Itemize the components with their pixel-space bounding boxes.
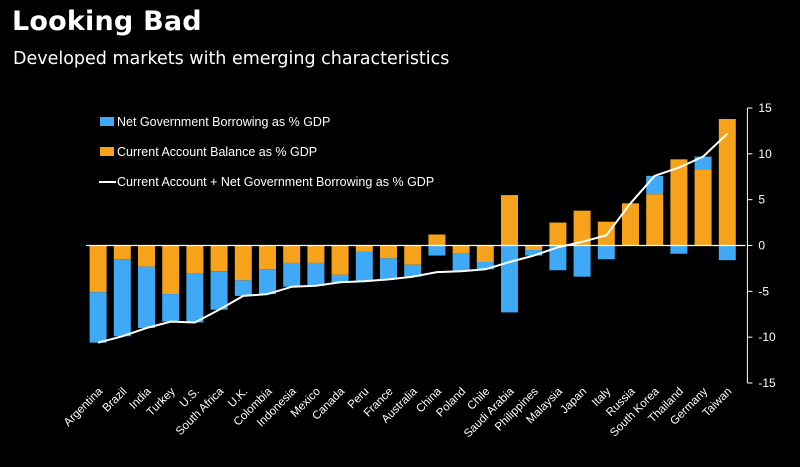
- legend-label: Current Account Balance as % GDP: [117, 145, 317, 159]
- bar-current-account: [549, 222, 567, 246]
- bar-current-account: [162, 245, 180, 295]
- y-tick-label: -5: [758, 284, 769, 298]
- y-tick-label: -15: [758, 376, 776, 390]
- bar-current-account: [283, 245, 301, 263]
- bar-current-account: [259, 245, 276, 270]
- bar-govt-borrowing: [162, 294, 180, 322]
- bar-govt-borrowing: [404, 264, 422, 277]
- legend: Net Government Borrowing as % GDP Current…: [99, 115, 434, 189]
- bar-govt-borrowing: [718, 245, 736, 261]
- total-series-line: [97, 132, 728, 344]
- bar-govt-borrowing: [573, 245, 591, 277]
- bar-govt-borrowing: [646, 175, 664, 195]
- bar-current-account: [186, 245, 204, 273]
- bar-current-account: [452, 245, 470, 254]
- bar-current-account: [646, 194, 664, 246]
- legend-label: Current Account + Net Government Borrowi…: [117, 175, 434, 189]
- bar-current-account: [428, 234, 446, 246]
- bar-current-account: [210, 245, 228, 272]
- bar-govt-borrowing: [694, 156, 712, 170]
- bar-govt-borrowing: [525, 250, 543, 256]
- bar-govt-borrowing: [355, 251, 373, 282]
- x-tick-label: Brazil: [101, 386, 130, 415]
- legend-label: Net Government Borrowing as % GDP: [117, 115, 330, 129]
- bar-current-account: [307, 245, 325, 263]
- bar-govt-borrowing: [452, 253, 470, 272]
- y-tick-label: 10: [758, 147, 772, 161]
- bar-current-account: [597, 221, 615, 246]
- bar-current-account: [138, 245, 155, 267]
- bar-govt-borrowing: [259, 269, 276, 295]
- bar-current-account: [501, 195, 518, 246]
- bar-current-account: [573, 210, 591, 246]
- bar-current-account: [622, 203, 639, 246]
- bar-govt-borrowing: [234, 280, 252, 296]
- chart-subtitle: Developed markets with emerging characte…: [13, 49, 450, 69]
- bar-govt-borrowing: [501, 245, 518, 313]
- bar-govt-borrowing: [186, 273, 204, 323]
- bar-current-account: [380, 245, 397, 259]
- bar-current-account: [476, 245, 494, 262]
- bar-govt-borrowing: [138, 266, 155, 328]
- bar-govt-borrowing: [331, 274, 349, 283]
- y-tick-label: 15: [758, 101, 772, 115]
- chart-title: Looking Bad: [12, 6, 202, 37]
- bar-govt-borrowing: [597, 245, 615, 260]
- bar-govt-borrowing: [89, 292, 107, 343]
- bar-govt-borrowing: [113, 259, 131, 337]
- legend-swatch: [100, 147, 114, 156]
- bar-current-account: [355, 245, 373, 252]
- bars-layer: [89, 119, 736, 343]
- bar-current-account: [234, 245, 252, 281]
- bar-current-account: [525, 245, 543, 251]
- bar-govt-borrowing: [380, 258, 397, 280]
- bar-govt-borrowing: [210, 271, 228, 310]
- y-tick-label: 5: [758, 193, 765, 207]
- bar-govt-borrowing: [476, 262, 494, 270]
- y-axis: 15 10 5 0 -5 -10 -15: [746, 101, 776, 390]
- bar-govt-borrowing: [549, 245, 567, 271]
- bar-current-account: [718, 119, 736, 246]
- x-tick-label: Argentina: [62, 385, 106, 429]
- bar-govt-borrowing: [283, 262, 301, 287]
- x-tick-label: Japan: [559, 386, 590, 417]
- bar-current-account: [670, 159, 688, 246]
- bar-current-account: [113, 245, 131, 260]
- y-tick-label: 0: [758, 239, 765, 253]
- legend-swatch: [100, 117, 114, 126]
- total-line-layer: [97, 132, 728, 344]
- bar-current-account: [89, 245, 107, 293]
- bar-current-account: [331, 245, 349, 275]
- bar-govt-borrowing: [670, 245, 688, 254]
- bar-current-account: [404, 245, 422, 265]
- bar-govt-borrowing: [428, 245, 446, 256]
- y-tick-label: -10: [758, 330, 776, 344]
- bar-govt-borrowing: [307, 262, 325, 286]
- bar-current-account: [694, 169, 712, 246]
